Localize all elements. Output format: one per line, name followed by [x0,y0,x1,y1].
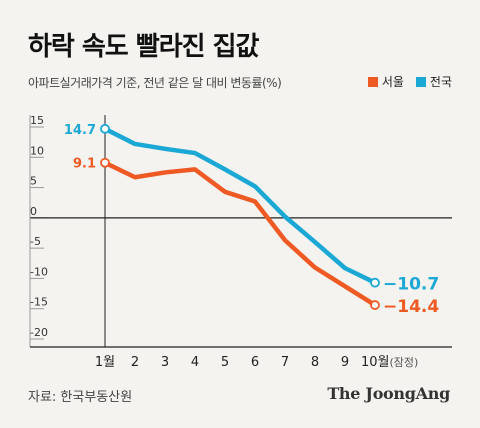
data-label-last-national: −10.7 [383,275,439,295]
legend-item-seoul: 서울 [367,73,404,90]
series-line-seoul [102,160,378,308]
legend-swatch-seoul [367,76,378,87]
series-line-national [102,126,378,285]
brand-logo: The JoongAng [327,384,450,403]
y-tick-label: -20 [30,326,48,339]
x-tick-label: 3 [161,355,169,370]
data-label-last-seoul: −14.4 [383,297,439,317]
data-labels: 14.7 −10.7 9.1 −14.4 [64,123,439,317]
chart-title: 하락 속도 빨라진 집값 [28,32,259,62]
legend-item-national: 전국 [415,73,452,90]
legend-label-national: 전국 [429,75,452,89]
x-tick-label: 10월(잠정) [361,355,418,370]
x-tick-label: 9 [341,355,349,370]
endpoint-marker-seoul [100,157,110,168]
y-tick-label: 10 [30,144,44,157]
x-tick-label: 1월 [95,355,115,370]
y-tick-label: 0 [30,205,37,218]
series-lines [100,123,380,310]
x-tick-label: 7 [281,355,289,370]
x-tick-label: 6 [251,355,259,370]
y-tick-label: -10 [30,265,48,278]
x-tick-label: 5 [221,355,229,370]
y-tick-label: 5 [30,175,37,188]
y-tick-label: 15 [30,114,44,127]
chart-subtitle: 아파트실거래가격 기준, 전년 같은 달 대비 변동률(%) [28,76,282,90]
legend-swatch-national [415,76,426,87]
data-label-first-seoul: 9.1 [73,157,96,172]
source-note: 자료: 한국부동산원 [28,390,133,405]
data-label-first-national: 14.7 [64,123,96,138]
y-tick-label: -15 [30,296,48,309]
endpoint-marker-national [100,123,110,134]
axes: 15 10 5 0 -5 -10 -15 -20 1월 2 3 4 5 6 7 8 9 10월(잠정) [29,114,452,370]
legend: 서울 전국 [367,73,452,90]
endpoint-marker-seoul [370,300,380,310]
x-tick-label: 8 [311,355,319,370]
x-tick-suffix: (잠정) [390,356,419,369]
legend-label-seoul: 서울 [381,75,404,89]
x-tick-label: 2 [131,355,139,370]
y-tick-label: -5 [30,235,41,248]
x-tick-label: 4 [191,355,199,370]
endpoint-marker-national [370,277,380,288]
